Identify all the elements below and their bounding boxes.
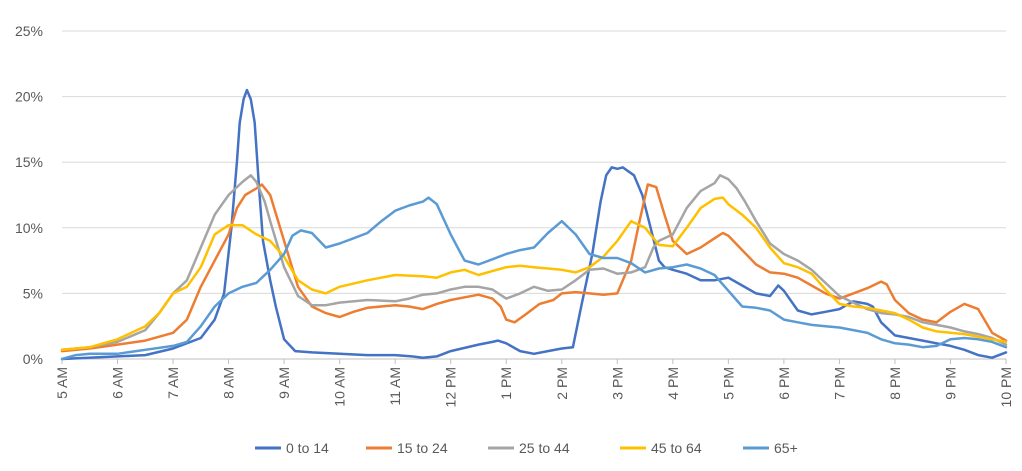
legend-label: 65+ [774, 440, 798, 456]
x-tick-label: 6 PM [776, 367, 792, 400]
x-tick-label: 2 PM [554, 367, 570, 400]
y-axis: 0% 5% 10% 15% 20% 25% [15, 23, 43, 367]
x-tick-label: 7 PM [831, 367, 847, 400]
y-tick-label: 15% [15, 154, 43, 170]
series-line [60, 196, 1008, 361]
y-tick-label: 5% [23, 285, 43, 301]
x-tick-label: 10 PM [998, 367, 1014, 407]
x-tick-label: 8 AM [221, 367, 237, 399]
series-lines [60, 88, 1008, 361]
x-tick-label: 5 PM [720, 367, 736, 400]
y-tick-label: 25% [15, 23, 43, 39]
legend-label: 25 to 44 [519, 440, 570, 456]
x-tick-label: 5 AM [54, 367, 70, 399]
legend-label: 15 to 24 [397, 440, 448, 456]
y-tick-label: 20% [15, 89, 43, 105]
x-tick-label: 4 PM [665, 367, 681, 400]
legend: 0 to 14 15 to 24 25 to 44 45 to 64 65+ [255, 440, 798, 456]
legend-label: 45 to 64 [651, 440, 702, 456]
x-tick-label: 10 AM [332, 367, 348, 407]
y-tick-label: 10% [15, 220, 43, 236]
y-tick-label: 0% [23, 351, 43, 367]
series-line [60, 196, 1008, 352]
x-tick-label: 7 AM [165, 367, 181, 399]
series-line [60, 183, 1008, 353]
x-tick-label: 11 AM [387, 367, 403, 406]
x-tick-label: 12 PM [443, 367, 459, 407]
series-line [60, 88, 1008, 361]
gridlines [62, 30, 1006, 294]
x-tick-label: 3 PM [609, 367, 625, 400]
x-tick-label: 9 AM [276, 367, 292, 399]
series-line [60, 174, 1008, 352]
x-tick-label: 8 PM [887, 367, 903, 400]
legend-label: 0 to 14 [286, 440, 329, 456]
x-tick-label: 9 PM [942, 367, 958, 400]
x-axis: 5 AM 6 AM 7 AM 8 AM 9 AM 10 AM 11 AM 12 PM 1 PM 2… [54, 358, 1014, 407]
x-tick-label: 1 PM [498, 367, 514, 400]
x-tick-label: 6 AM [110, 367, 126, 399]
